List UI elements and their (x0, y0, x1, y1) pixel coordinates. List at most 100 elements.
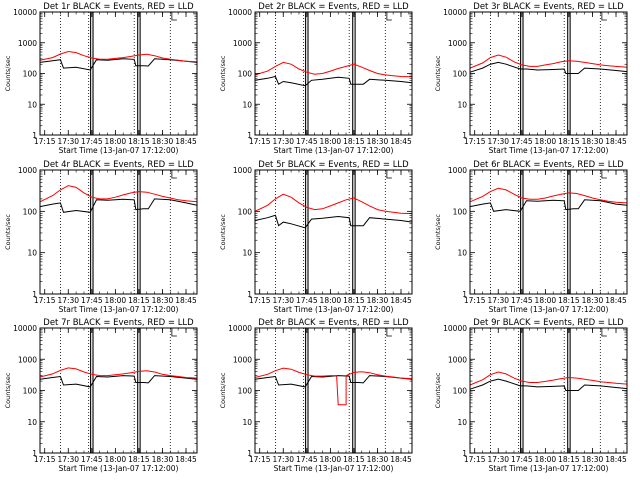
panel-title: Det 7r BLACK = Events, RED = LLD (43, 318, 194, 328)
panel-det-7: Det 7r BLACK = Events, RED = LLD Counts/s… (4, 318, 198, 473)
y-tick-label: 1000 (18, 166, 37, 175)
x-tick-label: 17:30 (57, 296, 79, 305)
y-tick-label: 1 (462, 449, 467, 458)
series-lld-line (469, 187, 628, 204)
x-tick-label: 18:45 (390, 455, 412, 464)
x-tick-label: 18:30 (582, 137, 604, 146)
y-axis-title: Counts/sec (219, 55, 227, 91)
x-tick-label: 18:00 (320, 137, 342, 146)
plot-frame (469, 169, 628, 295)
x-tick-label: 18:00 (535, 455, 557, 464)
x-axis-title: Start Time (13-Jan-07 17:12:00) (59, 146, 179, 155)
series-events-line (469, 378, 628, 391)
bracket-marker (601, 328, 607, 337)
x-tick-label: 17:45 (511, 137, 533, 146)
panel-title: Det 1r BLACK = Events, RED = LLD (43, 2, 194, 12)
panel-det-2: Det 2r BLACK = Events, RED = LLD Counts/s… (219, 2, 413, 155)
x-tick-label: 18:15 (128, 455, 150, 464)
y-axis-title: Counts/sec (4, 372, 12, 408)
x-tick-label: 18:30 (367, 296, 389, 305)
y-tick-label: 1 (247, 131, 252, 140)
x-tick-label: 18:15 (343, 296, 365, 305)
y-tick-label: 1000 (448, 39, 467, 48)
x-tick-label: 18:45 (175, 137, 197, 146)
y-tick-label: 1 (462, 131, 467, 140)
series-events-line (39, 198, 198, 213)
panel-det-9: Det 9r BLACK = Events, RED = LLD Counts/s… (434, 318, 628, 473)
y-tick-label: 100 (238, 387, 253, 396)
x-tick-label: 18:30 (367, 455, 389, 464)
plot-frame (254, 11, 413, 136)
x-tick-label: 17:15 (34, 455, 56, 464)
x-tick-label: 18:30 (367, 137, 389, 146)
x-axis-title: Start Time (13-Jan-07 17:12:00) (274, 146, 394, 155)
x-tick-label: 18:45 (605, 137, 627, 146)
series-events-line (254, 375, 413, 388)
x-tick-label: 17:15 (249, 137, 271, 146)
x-tick-label: 18:00 (320, 296, 342, 305)
x-tick-label: 18:15 (558, 296, 580, 305)
x-tick-label: 18:30 (582, 455, 604, 464)
x-tick-label: 18:45 (175, 296, 197, 305)
y-tick-label: 1 (462, 290, 467, 299)
x-tick-label: 17:30 (487, 455, 509, 464)
y-axis-title: Counts/sec (434, 55, 442, 91)
x-tick-label: 18:15 (128, 137, 150, 146)
x-tick-label: 17:30 (487, 296, 509, 305)
bracket-marker (386, 328, 392, 337)
x-tick-label: 18:15 (128, 296, 150, 305)
y-axis-title: Counts/sec (4, 55, 12, 91)
series-lld-line (39, 185, 198, 203)
y-axis-title: Counts/sec (219, 372, 227, 408)
x-tick-label: 17:15 (249, 455, 271, 464)
y-tick-label: 10 (242, 100, 252, 109)
y-tick-label: 100 (453, 207, 468, 216)
y-tick-label: 1 (247, 290, 252, 299)
panel-title: Det 4r BLACK = Events, RED = LLD (43, 160, 194, 170)
y-tick-label: 10 (457, 418, 467, 427)
x-axis-title: Start Time (13-Jan-07 17:12:00) (274, 464, 394, 473)
x-tick-label: 17:45 (296, 296, 318, 305)
x-tick-label: 18:30 (152, 137, 174, 146)
x-tick-label: 17:30 (487, 137, 509, 146)
y-axis-title: Counts/sec (434, 372, 442, 408)
series-events-line (469, 61, 628, 74)
y-axis-title: Counts/sec (219, 214, 227, 250)
y-tick-label: 1000 (233, 39, 252, 48)
x-tick-label: 18:45 (390, 296, 412, 305)
bracket-marker (601, 12, 607, 21)
x-tick-label: 17:15 (34, 137, 56, 146)
y-tick-label: 10000 (13, 8, 37, 17)
x-tick-label: 17:45 (511, 455, 533, 464)
x-axis-title: Start Time (13-Jan-07 17:12:00) (59, 464, 179, 473)
y-tick-label: 1 (32, 290, 37, 299)
x-tick-label: 17:30 (272, 455, 294, 464)
x-tick-label: 17:45 (296, 137, 318, 146)
panel-det-4: Det 4r BLACK = Events, RED = LLD Counts/s… (4, 160, 198, 314)
y-tick-label: 10 (457, 100, 467, 109)
x-tick-label: 18:45 (605, 455, 627, 464)
series-lld-line (254, 367, 413, 406)
y-tick-label: 10000 (228, 8, 252, 17)
bracket-marker (171, 328, 177, 337)
bracket-marker (386, 170, 392, 179)
y-tick-label: 1 (247, 449, 252, 458)
series-events-line (469, 199, 628, 212)
y-tick-label: 10000 (443, 324, 467, 333)
y-tick-label: 1 (32, 449, 37, 458)
x-tick-label: 17:15 (249, 296, 271, 305)
plot-frame (39, 169, 198, 295)
y-tick-label: 10000 (228, 324, 252, 333)
y-tick-label: 100 (238, 70, 253, 79)
x-tick-label: 18:00 (105, 455, 127, 464)
x-tick-label: 18:30 (152, 455, 174, 464)
panel-det-5: Det 5r BLACK = Events, RED = LLD Counts/s… (219, 160, 413, 314)
y-tick-label: 10 (27, 418, 37, 427)
plot-frame (39, 327, 198, 454)
panel-title: Det 9r BLACK = Events, RED = LLD (473, 318, 624, 328)
y-tick-label: 1000 (448, 166, 467, 175)
plot-frame (39, 11, 198, 136)
series-lld-line (254, 193, 413, 215)
panel-det-8: Det 8r BLACK = Events, RED = LLD Counts/s… (219, 318, 413, 473)
